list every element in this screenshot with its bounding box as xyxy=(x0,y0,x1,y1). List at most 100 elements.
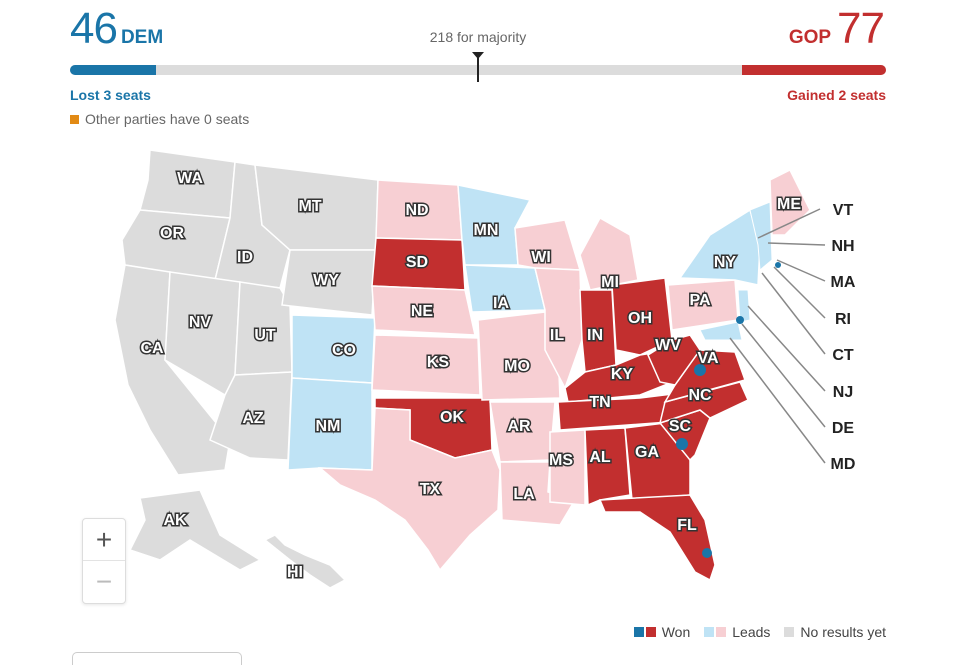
northeast-label-vt: VT xyxy=(833,202,854,219)
state-ne[interactable] xyxy=(371,285,476,336)
majority-marker xyxy=(477,52,479,82)
legend-won: Won xyxy=(633,624,691,640)
state-label-ok: OK xyxy=(440,409,464,426)
dem-won-district[interactable] xyxy=(694,364,706,376)
dem-label: DEM xyxy=(120,27,164,48)
state-label-ak: AK xyxy=(163,512,187,529)
state-label-co: CO xyxy=(332,342,356,359)
dem-seat-change: Lost 3 seats xyxy=(70,87,151,103)
state-mi[interactable] xyxy=(579,216,639,291)
state-label-il: IL xyxy=(550,327,564,344)
state-label-sd: SD xyxy=(406,254,428,271)
state-label-ny: NY xyxy=(714,254,737,271)
legend-dem-leads-swatch xyxy=(704,627,715,637)
state-label-hi: HI xyxy=(287,564,303,581)
dem-won-district[interactable] xyxy=(702,548,712,558)
state-label-me: ME xyxy=(777,196,801,213)
state-tx[interactable] xyxy=(317,407,501,572)
northeast-label-ct: CT xyxy=(832,347,854,364)
dem-won-district[interactable] xyxy=(676,438,688,450)
legend-no-results-swatch xyxy=(784,627,795,637)
state-label-nm: NM xyxy=(316,418,341,435)
state-label-wa: WA xyxy=(177,170,203,187)
northeast-labels: VT NH MA RI CT NJ DE MD xyxy=(831,202,856,473)
dem-won-district[interactable] xyxy=(736,316,744,324)
state-label-fl: FL xyxy=(677,517,697,534)
state-label-ks: KS xyxy=(427,354,450,371)
other-parties-note: Other parties have 0 seats xyxy=(70,111,249,127)
state-label-or: OR xyxy=(160,225,184,242)
state-label-mo: MO xyxy=(504,358,530,375)
state-md[interactable] xyxy=(699,321,743,341)
dem-seat-bar xyxy=(70,65,157,75)
northeast-label-ma: MA xyxy=(831,274,856,291)
state-ms[interactable] xyxy=(549,429,586,506)
dem-won-district[interactable] xyxy=(775,262,781,268)
state-wv[interactable] xyxy=(647,334,701,386)
state-label-nc: NC xyxy=(688,387,712,404)
majority-label: 218 for majority xyxy=(429,29,527,45)
northeast-label-md: MD xyxy=(831,456,856,473)
state-label-ky: KY xyxy=(611,366,634,383)
state-label-mi: MI xyxy=(601,274,619,291)
state-label-pa: PA xyxy=(689,292,710,309)
state-label-sc: SC xyxy=(669,418,692,435)
state-label-nv: NV xyxy=(189,314,212,331)
results-map[interactable]: WA OR CA ID NV UT AZ MT WY CO NM ND SD NE KS OK TX MN IA MO… xyxy=(0,140,976,620)
state-ut[interactable] xyxy=(234,281,293,376)
legend-won-label: Won xyxy=(661,624,691,640)
state-label-id: ID xyxy=(237,249,253,266)
state-hi[interactable] xyxy=(263,534,347,589)
legend-gop-leads-swatch xyxy=(716,627,727,637)
state-label-in: IN xyxy=(587,327,603,344)
northeast-label-nj: NJ xyxy=(833,384,853,401)
legend-no-results-label: No results yet xyxy=(800,624,886,640)
gop-label: GOP xyxy=(788,27,832,48)
legend-no-results: No results yet xyxy=(784,624,886,640)
state-label-mt: MT xyxy=(298,198,321,215)
other-parties-swatch xyxy=(70,114,79,124)
state-label-ne: NE xyxy=(411,303,434,320)
zoom-control: + − xyxy=(82,518,126,604)
zoom-out-button[interactable]: − xyxy=(95,565,113,597)
state-label-ar: AR xyxy=(507,418,531,435)
gop-seat-change: Gained 2 seats xyxy=(787,87,886,103)
northeast-label-de: DE xyxy=(832,420,855,437)
dem-seat-number: 46 xyxy=(70,4,118,53)
state-ks[interactable] xyxy=(371,334,481,396)
legend-gop-won-swatch xyxy=(645,627,656,637)
state-label-la: LA xyxy=(513,486,535,503)
zoom-in-button[interactable]: + xyxy=(83,519,125,561)
state-label-wv: WV xyxy=(655,337,681,354)
state-ga[interactable] xyxy=(624,422,691,501)
state-label-ia: IA xyxy=(493,295,509,312)
state-label-oh: OH xyxy=(628,310,652,327)
state-al[interactable] xyxy=(584,427,631,507)
state-oh[interactable] xyxy=(611,277,673,356)
gop-seat-number: 77 xyxy=(837,4,885,53)
majority-marker-arrow-icon xyxy=(472,52,484,59)
state-label-tx: TX xyxy=(420,481,441,498)
state-label-va: VA xyxy=(697,350,718,367)
state-labels: WA OR CA ID NV UT AZ MT WY CO NM ND SD NE KS OK TX MN IA MO… xyxy=(139,169,803,583)
state-ny[interactable] xyxy=(678,208,761,286)
legend-leads-label: Leads xyxy=(732,624,771,640)
map-legend: Won Leads No results yet xyxy=(620,624,886,640)
other-parties-text: Other parties have 0 seats xyxy=(85,111,250,127)
state-fl[interactable] xyxy=(598,494,716,582)
state-wy[interactable] xyxy=(281,249,377,316)
state-ak[interactable] xyxy=(128,489,262,571)
state-label-ga: GA xyxy=(635,444,659,461)
state-label-wi: WI xyxy=(531,249,551,266)
state-label-tn: TN xyxy=(589,394,610,411)
legend-dem-won-swatch xyxy=(633,627,644,637)
gop-seat-count: GOP 77 xyxy=(788,4,885,54)
northeast-label-nh: NH xyxy=(831,238,854,255)
gop-seat-bar xyxy=(741,65,886,75)
state-nj[interactable] xyxy=(737,289,751,323)
state-label-az: AZ xyxy=(242,410,264,427)
state-label-al: AL xyxy=(589,449,611,466)
state-label-nd: ND xyxy=(405,202,428,219)
state-label-mn: MN xyxy=(474,222,499,239)
state-label-ms: MS xyxy=(549,452,573,469)
